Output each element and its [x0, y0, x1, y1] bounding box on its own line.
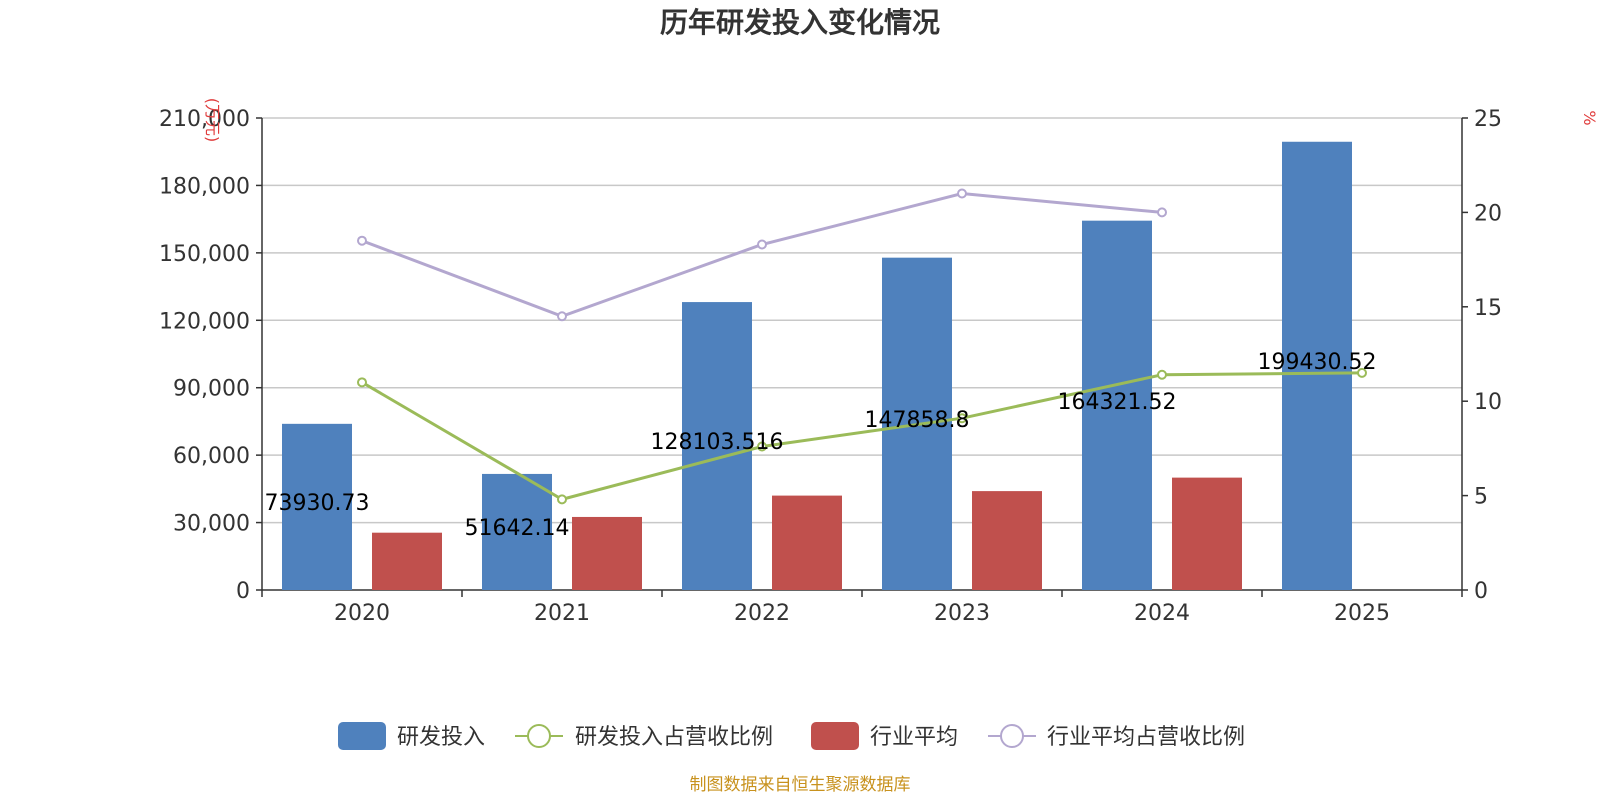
left-axis-unit: (万元): [203, 98, 222, 143]
point-行业平均占营收比例: [757, 239, 767, 250]
point-行业平均占营收比例: [1157, 207, 1167, 218]
point-研发投入占营收比例: [557, 494, 567, 505]
bar-研发投入: [1282, 141, 1352, 590]
bar-行业平均: [972, 491, 1042, 590]
point-行业平均占营收比例: [557, 311, 567, 322]
legend-label: 研发投入占营收比例: [575, 725, 773, 750]
right-axis-tick-label: 20: [1474, 201, 1502, 226]
legend-label: 研发投入: [397, 725, 485, 750]
x-axis-tick-label: 2025: [1334, 601, 1390, 626]
left-axis-tick-label: 120,000: [159, 309, 250, 334]
source-note: 制图数据来自恒生聚源数据库: [690, 775, 911, 795]
legend-marker-行业平均占营收比例: [1000, 724, 1024, 748]
left-axis-tick-label: 90,000: [173, 377, 250, 402]
x-axis-tick-label: 2021: [534, 601, 590, 626]
legend[interactable]: 研发投入 研发投入占营收比例 行业平均 行业平均占营收比例: [338, 722, 1245, 750]
x-axis-tick-label: 2020: [334, 601, 390, 626]
bar-研发投入: [1082, 220, 1152, 590]
legend-label: 行业平均: [870, 725, 958, 750]
right-axis-tick-label: 15: [1474, 296, 1502, 321]
bars: [282, 141, 1352, 590]
point-研发投入占营收比例: [357, 377, 367, 388]
data-label: 51642.14: [465, 516, 570, 541]
left-axis-tick-label: 210,000: [159, 107, 250, 132]
left-axis-tick-label: 60,000: [173, 444, 250, 469]
legend-marker-研发投入占营收比例: [527, 724, 551, 748]
left-axis-tick-label: 180,000: [159, 174, 250, 199]
point-研发投入占营收比例: [1357, 367, 1367, 378]
bar-研发投入: [282, 423, 352, 590]
point-研发投入占营收比例: [957, 413, 967, 424]
data-label: 164321.52: [1058, 390, 1177, 415]
left-axis-tick-label: 0: [236, 579, 250, 604]
axes: 0 30,000 60,000 90,000 120,000 150,000 180,000…: [159, 107, 1502, 626]
x-axis-tick-label: 2024: [1134, 601, 1190, 626]
legend-swatch-研发投入: [338, 722, 386, 750]
right-axis-tick-label: 10: [1474, 390, 1502, 415]
data-label: 128103.516: [651, 430, 784, 455]
data-label: 147858.8: [865, 408, 970, 433]
right-axis-tick-label: 0: [1474, 579, 1488, 604]
chart-title: 历年研发投入变化情况: [660, 6, 940, 39]
x-axis-tick-label: 2022: [734, 601, 790, 626]
line-行业平均占营收比例: [361, 192, 1163, 318]
bar-行业平均: [572, 516, 642, 590]
left-axis-tick-label: 150,000: [159, 242, 250, 267]
point-行业平均占营收比例: [957, 188, 967, 199]
bar-行业平均: [372, 532, 442, 590]
lines: [357, 188, 1367, 505]
right-axis-tick-label: 25: [1474, 107, 1502, 132]
x-axis-tick-label: 2023: [934, 601, 990, 626]
point-研发投入占营收比例: [1157, 369, 1167, 380]
bar-行业平均: [1172, 477, 1242, 590]
bar-研发投入: [482, 473, 552, 590]
legend-label: 行业平均占营收比例: [1047, 725, 1245, 750]
left-axis-tick-label: 30,000: [173, 512, 250, 537]
data-label: 73930.73: [265, 491, 370, 516]
legend-swatch-行业平均: [811, 722, 859, 750]
grid-lines: [262, 117, 1462, 524]
data-labels: 73930.73 51642.14 128103.516 147858.8 164321…: [265, 350, 1377, 541]
point-研发投入占营收比例: [757, 441, 767, 452]
right-axis-unit: %: [1580, 110, 1599, 125]
data-label: 199430.52: [1258, 350, 1377, 375]
line-研发投入占营收比例: [361, 371, 1363, 501]
point-行业平均占营收比例: [357, 235, 367, 246]
bar-行业平均: [772, 495, 842, 590]
right-axis-tick-label: 5: [1474, 485, 1488, 510]
bar-研发投入: [682, 302, 752, 590]
